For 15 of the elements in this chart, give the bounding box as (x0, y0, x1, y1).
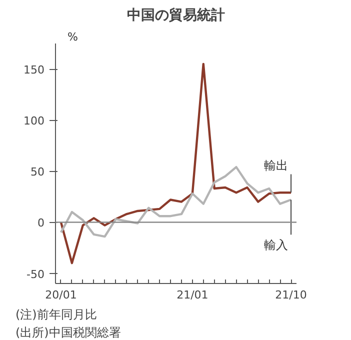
series-label: 輸出 (264, 158, 288, 173)
chart-title: 中国の貿易統計 (127, 6, 225, 24)
x-tick-label: 21/01 (176, 288, 208, 302)
y-tick-label: 0 (38, 216, 44, 230)
text: (注)前年同月比 (16, 308, 97, 322)
y-axis-title: % (68, 30, 78, 44)
y-tick-label: 50 (30, 166, 45, 179)
y-tick-label: -50 (26, 268, 44, 281)
y-tick-label: 100 (24, 114, 45, 128)
x-tick-label: 21/10 (275, 288, 307, 302)
text: (出所)中国税関総署 (16, 326, 121, 340)
line-series (60, 62, 292, 264)
y-tick-label: 150 (24, 64, 45, 77)
x-tick-label: 20/01 (45, 288, 77, 302)
text: 輸入 (264, 238, 288, 252)
